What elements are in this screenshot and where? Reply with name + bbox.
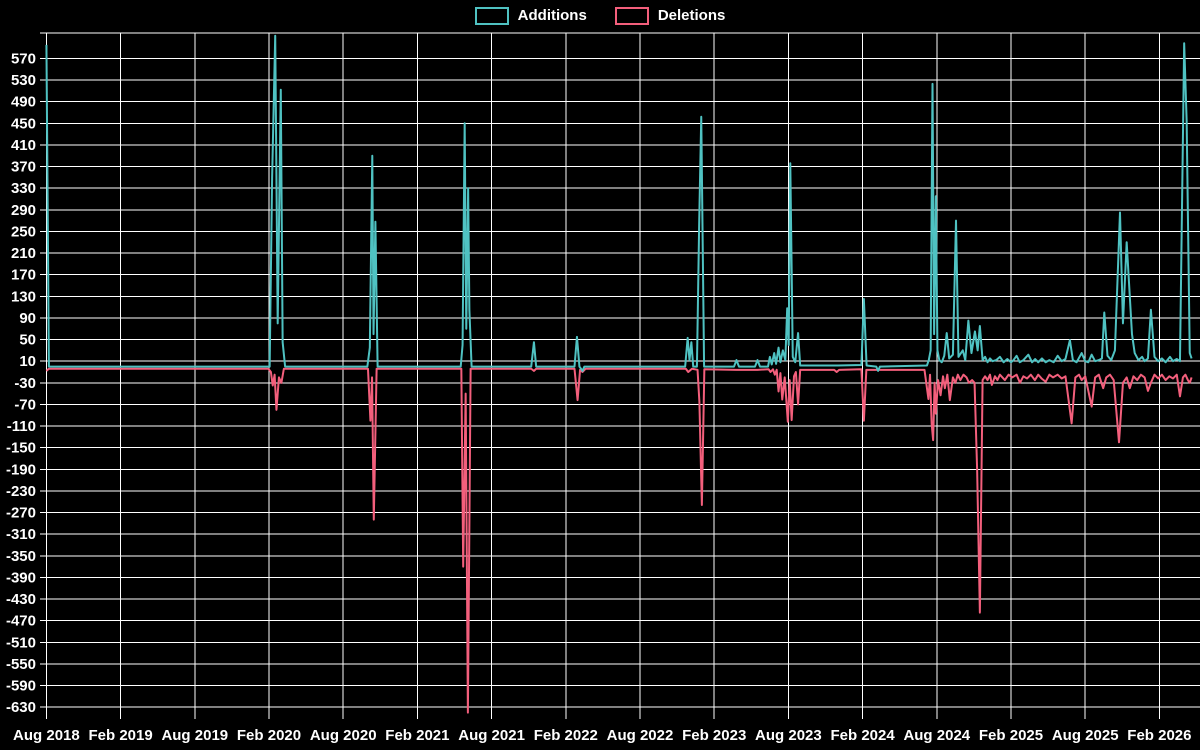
y-tick-label: 210 xyxy=(11,245,36,262)
additions-line xyxy=(45,34,1193,372)
deletions-line xyxy=(45,367,1193,714)
y-tick-label: -390 xyxy=(6,569,36,586)
y-tick-label: -590 xyxy=(6,678,36,695)
y-tick-label: 370 xyxy=(11,159,36,176)
x-tick-label: Feb 2025 xyxy=(979,727,1043,744)
y-tick-label: 170 xyxy=(11,267,36,284)
y-tick-label: -70 xyxy=(14,396,36,413)
y-tick-label: 450 xyxy=(11,115,36,132)
y-tick-label: 50 xyxy=(19,332,36,349)
x-tick-label: Feb 2026 xyxy=(1127,727,1191,744)
y-tick-label: 490 xyxy=(11,94,36,111)
y-tick-label: 570 xyxy=(11,50,36,67)
y-tick-label: -190 xyxy=(6,461,36,478)
x-tick-label: Aug 2023 xyxy=(755,727,822,744)
y-tick-label: -310 xyxy=(6,526,36,543)
x-tick-label: Feb 2020 xyxy=(237,727,301,744)
legend-swatch-deletions xyxy=(614,7,649,25)
chart-legend: Additions Deletions xyxy=(0,7,1200,25)
y-tick-label: -350 xyxy=(6,548,36,565)
x-tick-label: Aug 2024 xyxy=(903,727,970,744)
x-tick-label: Feb 2021 xyxy=(385,727,449,744)
y-tick-label: 250 xyxy=(11,223,36,240)
y-tick-label: 90 xyxy=(19,310,36,327)
y-tick-label: 290 xyxy=(11,202,36,219)
x-tick-label: Feb 2024 xyxy=(830,727,895,744)
x-tick-label: Aug 2025 xyxy=(1052,727,1119,744)
legend-item-additions[interactable]: Additions xyxy=(474,7,587,25)
y-tick-label: -150 xyxy=(6,440,36,457)
x-tick-label: Aug 2021 xyxy=(458,727,525,744)
x-tick-label: Aug 2018 xyxy=(13,727,80,744)
y-tick-label: 130 xyxy=(11,288,36,305)
x-tick-label: Feb 2023 xyxy=(682,727,746,744)
x-tick-label: Aug 2020 xyxy=(310,727,377,744)
y-tick-label: -270 xyxy=(6,505,36,522)
y-tick-label: 530 xyxy=(11,72,36,89)
y-tick-label: 10 xyxy=(19,353,36,370)
x-tick-label: Feb 2019 xyxy=(88,727,152,744)
y-tick-label: -110 xyxy=(7,418,36,435)
legend-swatch-additions xyxy=(474,7,509,25)
y-tick-label: -430 xyxy=(6,591,36,608)
x-tick-label: Feb 2022 xyxy=(534,727,598,744)
x-tick-label: Aug 2019 xyxy=(161,727,228,744)
legend-label-additions: Additions xyxy=(517,7,587,24)
legend-item-deletions[interactable]: Deletions xyxy=(614,7,726,25)
x-tick-label: Aug 2022 xyxy=(607,727,674,744)
legend-label-deletions: Deletions xyxy=(657,7,726,24)
y-tick-label: -230 xyxy=(6,483,36,500)
y-tick-label: -470 xyxy=(6,613,36,630)
y-tick-label: -510 xyxy=(6,634,36,651)
y-tick-label: -30 xyxy=(14,375,36,392)
y-tick-label: -630 xyxy=(6,699,36,716)
y-tick-label: 410 xyxy=(11,137,36,154)
y-tick-label: -550 xyxy=(6,656,36,673)
y-tick-label: 330 xyxy=(11,180,36,197)
